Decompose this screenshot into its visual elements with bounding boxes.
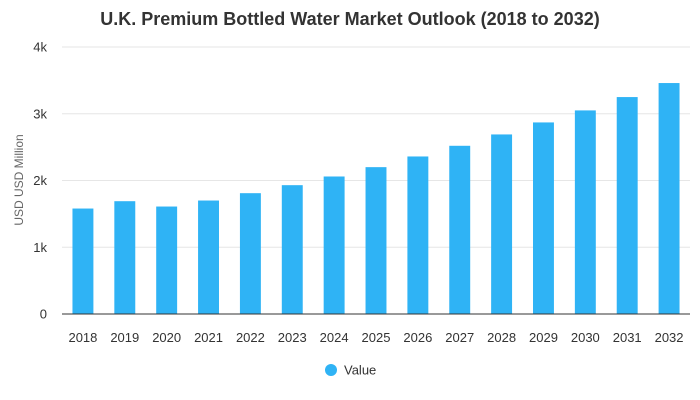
x-tick-label-2032: 2032 xyxy=(655,330,684,345)
x-tick-label-2019: 2019 xyxy=(110,330,139,345)
x-tick-label-2022: 2022 xyxy=(236,330,265,345)
bar-2025[interactable] xyxy=(365,167,387,314)
y-tick-label-1k: 1k xyxy=(33,240,47,255)
y-tick-label-0: 0 xyxy=(40,307,47,322)
x-tick-label-2021: 2021 xyxy=(194,330,223,345)
bars xyxy=(72,83,680,315)
bar-2029[interactable] xyxy=(533,122,554,315)
legend[interactable]: Value xyxy=(325,363,376,378)
x-tick-label-2025: 2025 xyxy=(362,330,391,345)
x-tick-label-2018: 2018 xyxy=(68,330,97,345)
x-tick-label-2023: 2023 xyxy=(278,330,307,345)
bar-2027[interactable] xyxy=(449,145,471,314)
x-tick-label-2027: 2027 xyxy=(445,330,474,345)
x-tick-label-2028: 2028 xyxy=(487,330,516,345)
x-tick-label-2024: 2024 xyxy=(320,330,349,345)
bar-2023[interactable] xyxy=(281,185,303,314)
x-axis-ticks: 2018 2019 2020 2021 2022 2023 2024 2025 2026 2027… xyxy=(68,330,683,345)
bar-2031[interactable] xyxy=(616,97,638,314)
x-tick-label-2026: 2026 xyxy=(403,330,432,345)
y-tick-label-4k: 4k xyxy=(33,40,47,55)
bar-2026[interactable] xyxy=(407,156,429,314)
bar-2032[interactable] xyxy=(658,83,680,314)
legend-swatch-value xyxy=(325,364,337,376)
bar-2020[interactable] xyxy=(156,206,178,314)
bar-2030[interactable] xyxy=(574,110,596,314)
x-tick-label-2031: 2031 xyxy=(613,330,642,345)
chart-title: U.K. Premium Bottled Water Market Outloo… xyxy=(100,9,599,29)
bar-2019[interactable] xyxy=(114,201,136,314)
bar-2021[interactable] xyxy=(198,200,219,314)
bar-2028[interactable] xyxy=(491,134,513,314)
y-tick-label-2k: 2k xyxy=(33,173,47,188)
legend-label-value: Value xyxy=(344,363,376,378)
x-tick-label-2030: 2030 xyxy=(571,330,600,345)
y-tick-label-3k: 3k xyxy=(33,106,47,121)
x-tick-label-2020: 2020 xyxy=(152,330,181,345)
bar-2018[interactable] xyxy=(72,208,94,314)
y-axis-ticks: 0 1k 2k 3k 4k xyxy=(33,40,47,322)
bar-2022[interactable] xyxy=(239,193,261,314)
bar-2024[interactable] xyxy=(323,176,345,314)
y-axis-label: USD USD Million xyxy=(12,134,26,225)
x-tick-label-2029: 2029 xyxy=(529,330,558,345)
